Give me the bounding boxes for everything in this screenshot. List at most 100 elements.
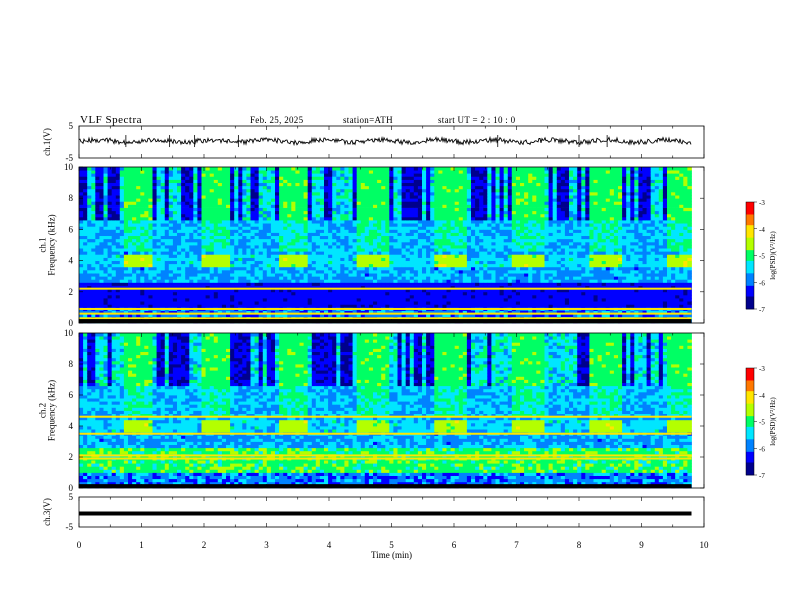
ch1-spectrogram-cell — [275, 220, 279, 224]
ch1-spectrogram-cell — [471, 220, 475, 224]
ch1-spectrogram-cell — [430, 261, 434, 265]
ch1-spectrogram-cell — [312, 186, 316, 190]
ch1-spectrogram-cell — [124, 254, 128, 258]
ch1-spectrogram-cell — [406, 192, 410, 196]
ch1-spectrogram-cell — [389, 273, 393, 277]
ch1-spectrogram-cell — [95, 298, 99, 302]
ch1-spectrogram-cell — [263, 242, 267, 246]
ch1-spectrogram-cell — [434, 304, 438, 308]
ch1-spectrogram-cell — [402, 173, 406, 177]
ch1-spectrogram-cell — [357, 211, 361, 215]
ch1-spectrogram-cell — [479, 295, 483, 299]
ch1-spectrogram-cell — [87, 217, 91, 221]
ch1-spectrogram-cell — [279, 167, 283, 171]
ch1-spectrogram-cell — [271, 233, 275, 237]
ch1-spectrogram-cell — [210, 301, 214, 305]
ch1-spectrogram-cell — [328, 211, 332, 215]
ch1-spectrogram-cell — [157, 273, 161, 277]
ch1-spectrogram-cell — [234, 167, 238, 171]
ch1-spectrogram-cell — [426, 254, 430, 258]
ch1-spectrogram-cell — [291, 301, 295, 305]
ch1-spectrogram-cell — [91, 217, 95, 221]
ch1-spectrogram-cell — [316, 282, 320, 286]
ch1-spectrogram-cell — [177, 192, 181, 196]
ch1-spectrogram-cell — [479, 229, 483, 233]
ch1-spectrogram-cell — [83, 301, 87, 305]
ch1-spectrogram-cell — [336, 170, 340, 174]
ch1-spectrogram-cell — [340, 292, 344, 296]
ch1-spectrogram-cell — [353, 245, 357, 249]
ch1-spectrogram-cell — [471, 292, 475, 296]
ch1-spectrogram-cell — [202, 254, 206, 258]
ch1-spectrogram-cell — [173, 264, 177, 268]
ch1-spectrogram-cell — [389, 173, 393, 177]
ch1-spectrogram-cell — [275, 214, 279, 218]
ch1-spectrogram-cell — [398, 236, 402, 240]
ch1-spectrogram-cell — [418, 220, 422, 224]
ch1-spectrogram-cell — [251, 198, 255, 202]
ch1-spectrogram-cell — [463, 186, 467, 190]
ch1-spectrogram-cell — [389, 282, 393, 286]
ch1-spectrogram-cell — [181, 304, 185, 308]
ch1-spectrogram-cell — [112, 208, 116, 212]
ch1-spectrogram-cell — [365, 220, 369, 224]
ch1-spectrogram-cell — [202, 223, 206, 227]
ch1-spectrogram-cell — [259, 236, 263, 240]
ch1-spectrogram-cell — [361, 261, 365, 265]
ch1-spectrogram-cell — [447, 173, 451, 177]
ch1-spectrogram-cell — [238, 304, 242, 308]
ch1-spectrogram-cell — [108, 170, 112, 174]
ch1-spectrogram-cell — [308, 211, 312, 215]
ch1-spectrogram-cell — [275, 201, 279, 205]
ch1-spectrogram-cell — [173, 176, 177, 180]
ch1-spectrogram-cell — [185, 254, 189, 258]
ch1-spectrogram-cell — [169, 239, 173, 243]
ch1-spectrogram-cell — [255, 273, 259, 277]
ch1-spectrogram-cell — [144, 248, 148, 252]
ch1-spectrogram-cell — [430, 248, 434, 252]
ch1-spectrogram-cell — [422, 276, 426, 280]
ch1-spectrogram-cell — [242, 195, 246, 199]
ch1-spectrogram-cell — [218, 282, 222, 286]
ch1-spectrogram-cell — [214, 261, 218, 265]
ch1-spectrogram-cell — [140, 251, 144, 255]
ch1-spectrogram-cell — [234, 201, 238, 205]
ch1-spectrogram-cell — [406, 201, 410, 205]
ch1-spectrogram-cell — [365, 183, 369, 187]
ch1-spectrogram-cell — [112, 254, 116, 258]
ch1-spectrogram-cell — [291, 273, 295, 277]
ch1-spectrogram-cell — [479, 217, 483, 221]
ch1-spectrogram-cell — [353, 204, 357, 208]
ch1-spectrogram-cell — [332, 304, 336, 308]
ch1-spectrogram-cell — [295, 239, 299, 243]
ch1-spectrogram-cell — [255, 189, 259, 193]
ch1-spectrogram-cell — [434, 251, 438, 255]
ch1-spectrogram-cell — [255, 254, 259, 258]
ch1-spectrogram-cell — [320, 226, 324, 230]
ch1-spectrogram-cell — [226, 295, 230, 299]
ch1-spectrogram-cell — [287, 301, 291, 305]
ch1-spectrogram-cell — [320, 189, 324, 193]
ch1-spectrogram-cell — [291, 192, 295, 196]
ch1-spectrogram-cell — [398, 245, 402, 249]
ch1-spectrogram-cell — [189, 251, 193, 255]
ch1-spectrogram-cell — [140, 220, 144, 224]
ch1-spectrogram-cell — [308, 195, 312, 199]
ch1-spectrogram-cell — [418, 201, 422, 205]
ch1-spectrogram-cell — [120, 254, 124, 258]
ch1-spectrogram-cell — [447, 186, 451, 190]
ch1-spectrogram-cell — [104, 254, 108, 258]
ch1-spectrogram-cell — [369, 167, 373, 171]
ch1-spectrogram-cell — [455, 167, 459, 171]
ch1-spectrogram-cell — [193, 248, 197, 252]
ch1-spectrogram-cell — [304, 298, 308, 302]
ch1-spectrogram-cell — [283, 292, 287, 296]
ch1-spectrogram-cell — [136, 270, 140, 274]
ch1-spectrogram-cell — [165, 186, 169, 190]
ch1-spectrogram-cell — [169, 180, 173, 184]
ch1-spectrogram-cell — [132, 295, 136, 299]
ch1-spectrogram-cell — [365, 251, 369, 255]
ch1-spectrogram-cell — [463, 170, 467, 174]
ch1-spectrogram-cell — [255, 223, 259, 227]
ch1-spectrogram-cell — [177, 292, 181, 296]
